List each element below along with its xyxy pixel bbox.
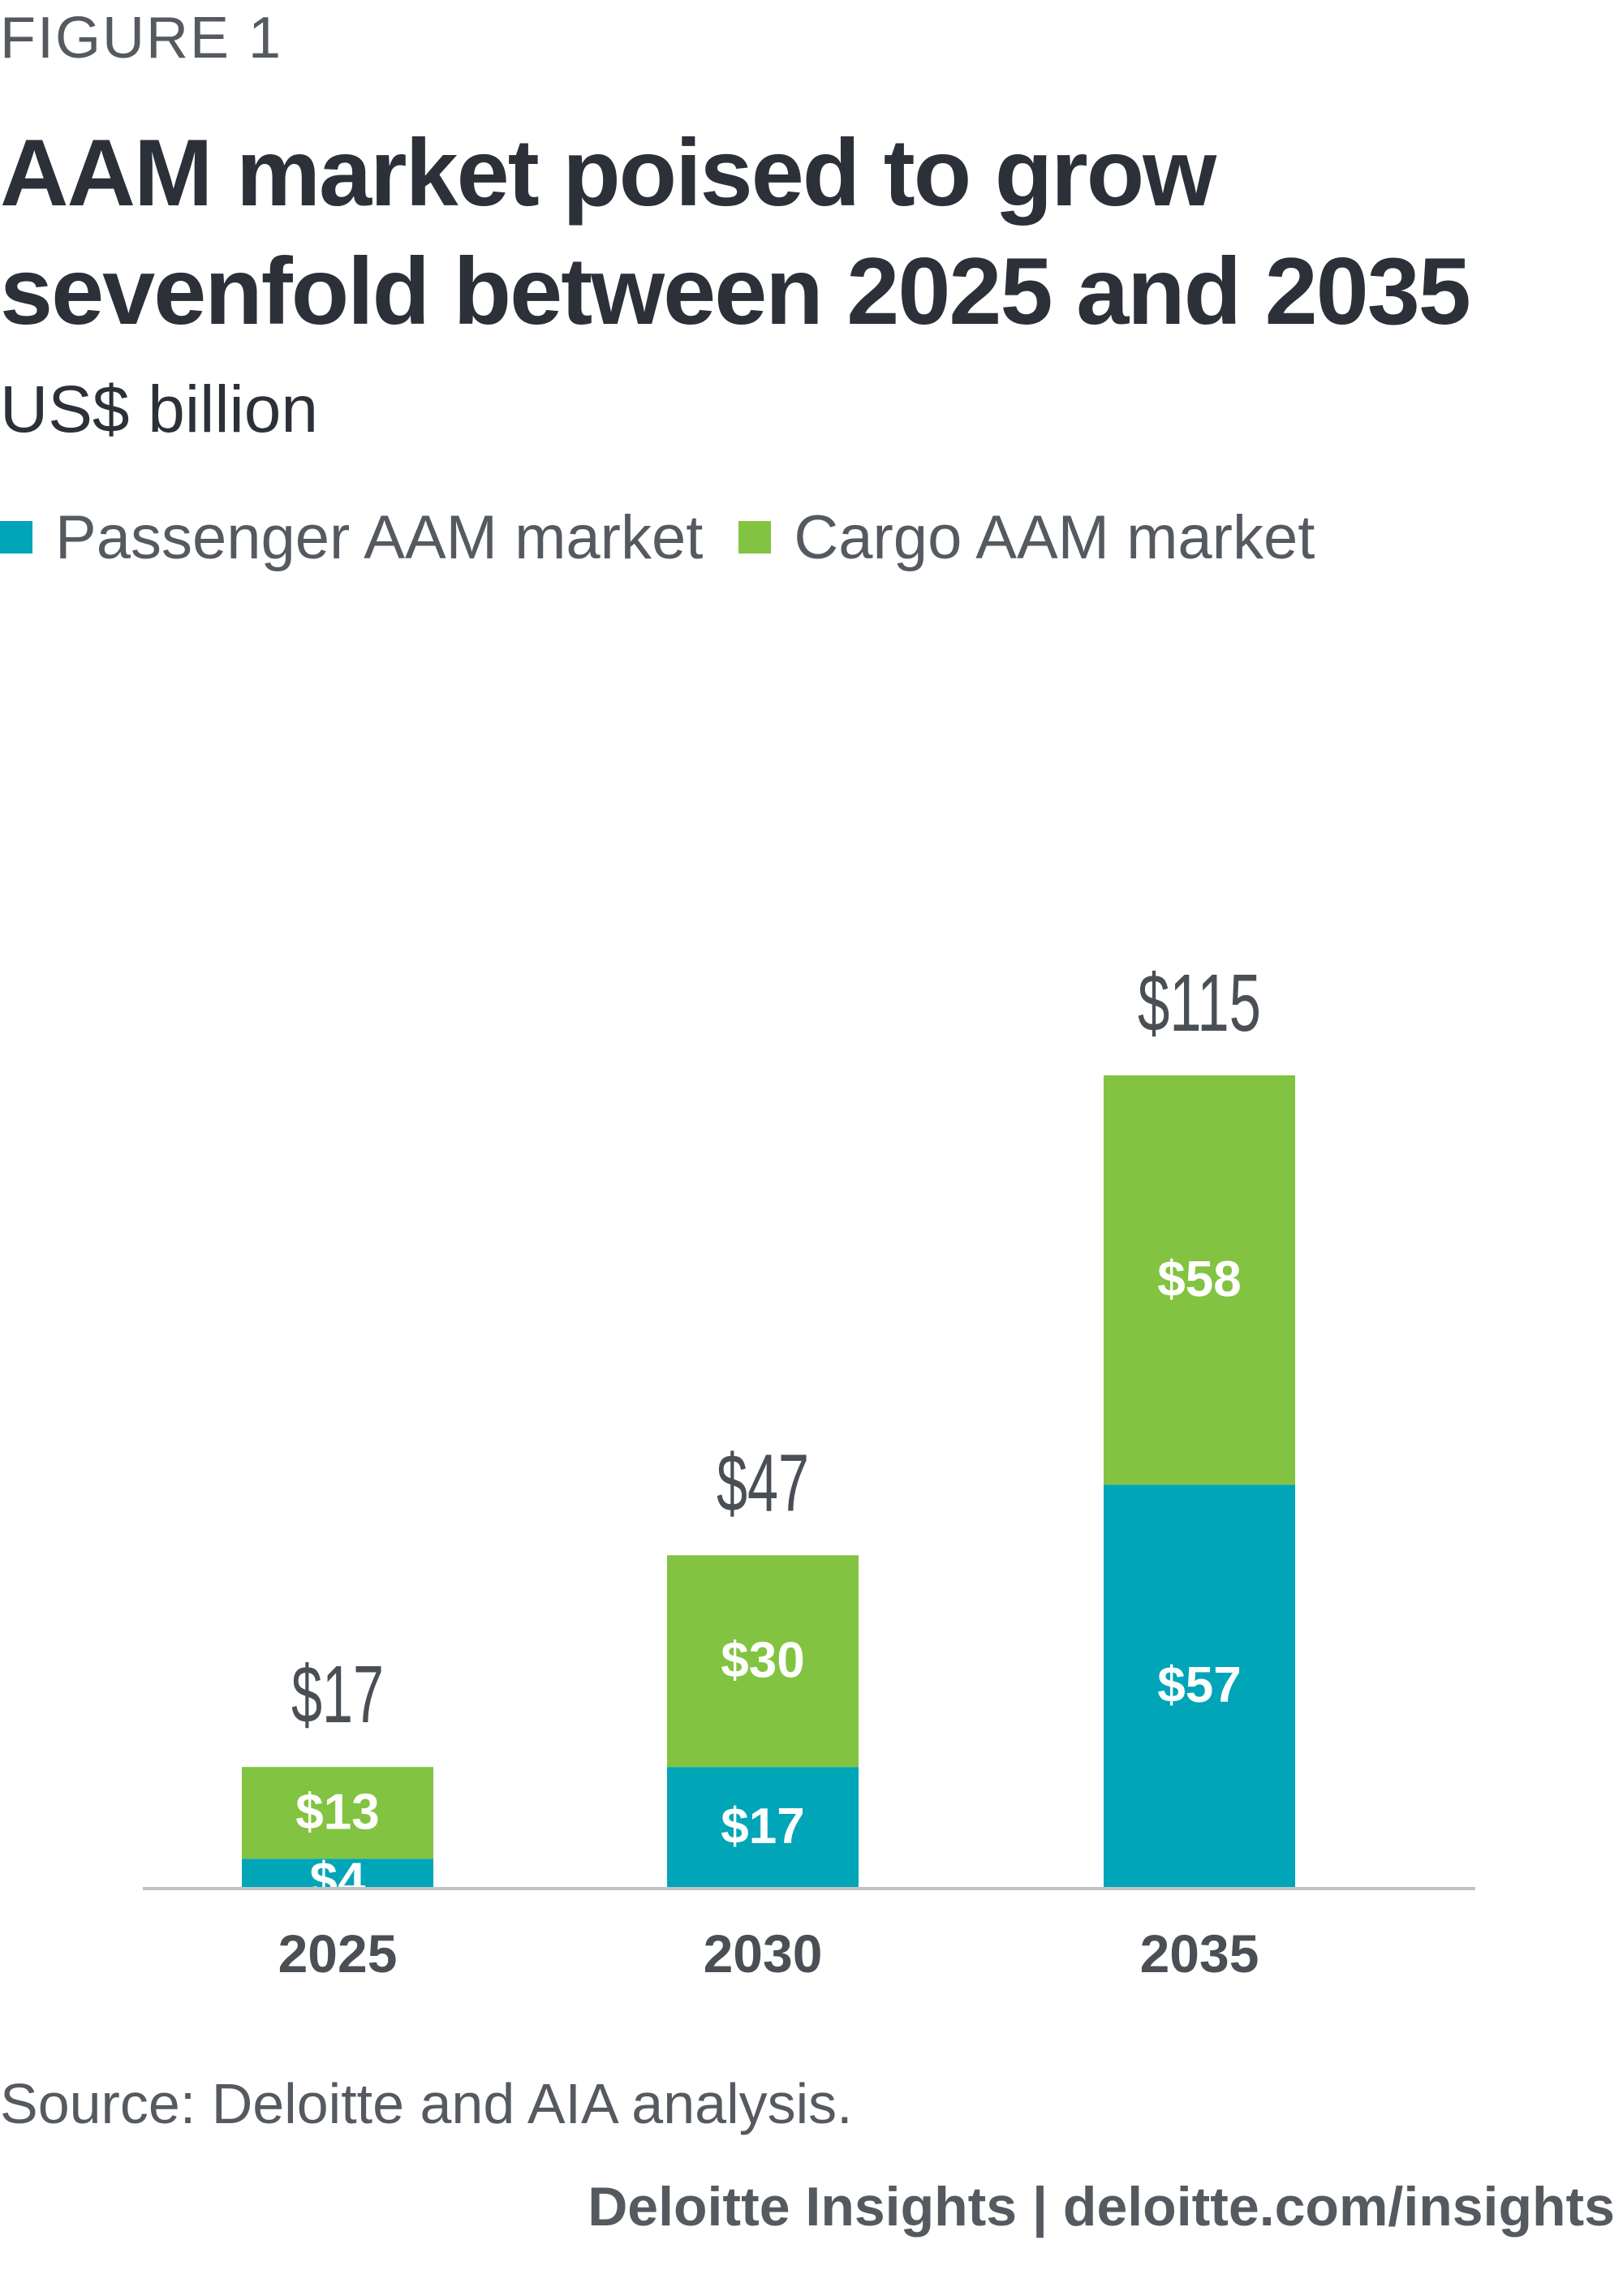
- bar-cargo-2030: [667, 1555, 859, 1768]
- legend-swatch-cargo: [738, 521, 772, 554]
- bar-cargo-2035: [1104, 1075, 1295, 1485]
- legend-label-passenger: Passenger AAM market: [55, 502, 704, 572]
- total-label-2025: $17: [291, 1649, 384, 1740]
- total-label-2035: $115: [1138, 958, 1261, 1049]
- legend: Passenger AAM market Cargo AAM market: [0, 497, 1350, 578]
- x-tick-label-2025: 2025: [278, 1923, 398, 1984]
- data-label-cargo-2025: $13: [295, 1785, 379, 1841]
- data-label-cargo-2030: $30: [721, 1633, 804, 1689]
- x-tick-label-2035: 2035: [1140, 1923, 1259, 1984]
- chart-subtitle: US$ billion: [0, 373, 318, 446]
- legend-swatch-passenger: [0, 521, 32, 554]
- bar-passenger-2025: [242, 1859, 433, 1887]
- bar-passenger-2035: [1104, 1484, 1295, 1887]
- data-label-passenger-2030: $17: [721, 1798, 804, 1854]
- data-label-passenger-2035: $57: [1157, 1657, 1241, 1713]
- data-label-cargo-2035: $58: [1157, 1251, 1241, 1307]
- legend-item-cargo: Cargo AAM market: [738, 502, 1315, 573]
- legend-item-passenger: Passenger AAM market: [0, 502, 703, 573]
- stacked-bar-chart: $4 $13 $17 2025 $17 $30 $47 2030 $57 $58 $115 2035: [143, 958, 1475, 1984]
- source-note: Source: Deloitte and AIA analysis.: [0, 2072, 853, 2135]
- footer-credit: Deloitte Insights | deloitte.com/insight…: [588, 2176, 1615, 2238]
- chart-title: AAM market poised to grow sevenfold betw…: [0, 119, 1471, 344]
- bar-passenger-2030: [667, 1767, 859, 1887]
- bar-cargo-2025: [242, 1767, 433, 1859]
- total-label-2030: $47: [717, 1437, 809, 1528]
- legend-label-cargo: Cargo AAM market: [794, 502, 1315, 572]
- figure-label: FIGURE 1: [0, 6, 283, 71]
- x-tick-label-2030: 2030: [704, 1923, 823, 1984]
- data-label-passenger-2025: $4: [310, 1853, 366, 1909]
